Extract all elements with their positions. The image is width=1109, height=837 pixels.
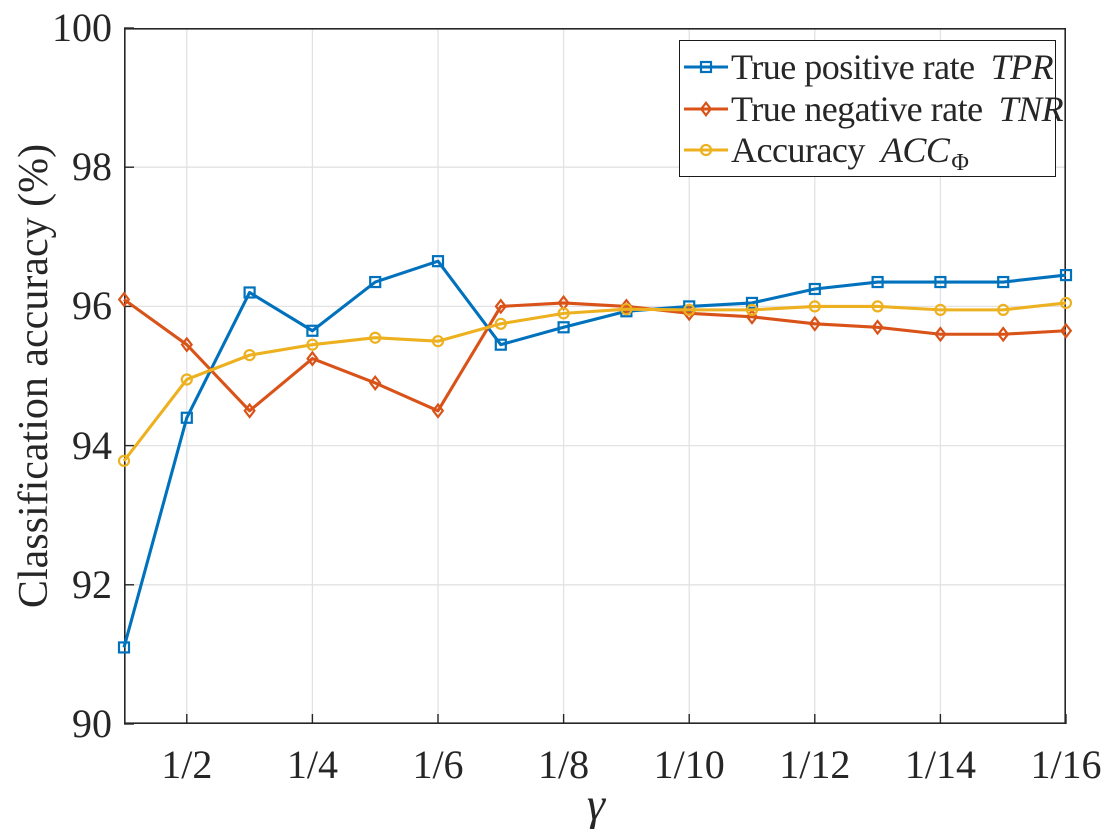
legend-symbol: ACC: [880, 130, 950, 171]
legend-label: True positive rate: [731, 46, 975, 87]
legend-subscript: Φ: [951, 150, 969, 177]
x-tick-label: 1/10: [653, 742, 725, 787]
legend-symbol: TPR: [990, 46, 1054, 87]
x-tick-label: 1/12: [779, 742, 851, 787]
legend-symbol: TNR: [998, 88, 1064, 129]
x-axis-label: γ: [586, 778, 606, 830]
legend-label: Accuracy: [731, 130, 865, 171]
y-tick-label: 90: [72, 701, 112, 746]
legend-item-tnr: True negative rate TNR: [683, 88, 1064, 129]
x-tick-label: 1/4: [286, 742, 338, 787]
x-tick-label: 1/16: [1030, 742, 1102, 787]
legend-line-diamond-icon: [684, 100, 728, 117]
legend: True positive rate TPR True negative rat…: [679, 40, 1064, 177]
legend-item-acc: Accuracy ACC Φ: [683, 130, 1053, 175]
x-tick-label: 1/14: [904, 742, 976, 787]
legend-line-circle-icon: [684, 144, 728, 157]
y-tick-label: 100: [52, 5, 112, 50]
x-tick-label: 1/2: [161, 742, 213, 787]
x-tick-label: 1/8: [538, 742, 590, 787]
y-axis-label: Classification accuracy (%): [11, 143, 57, 609]
x-tick-label: 1/6: [412, 742, 464, 787]
legend-label: True negative rate: [731, 88, 983, 129]
legend-line-square-icon: [684, 60, 728, 73]
legend-item-tpr: True positive rate TPR: [683, 46, 1054, 87]
